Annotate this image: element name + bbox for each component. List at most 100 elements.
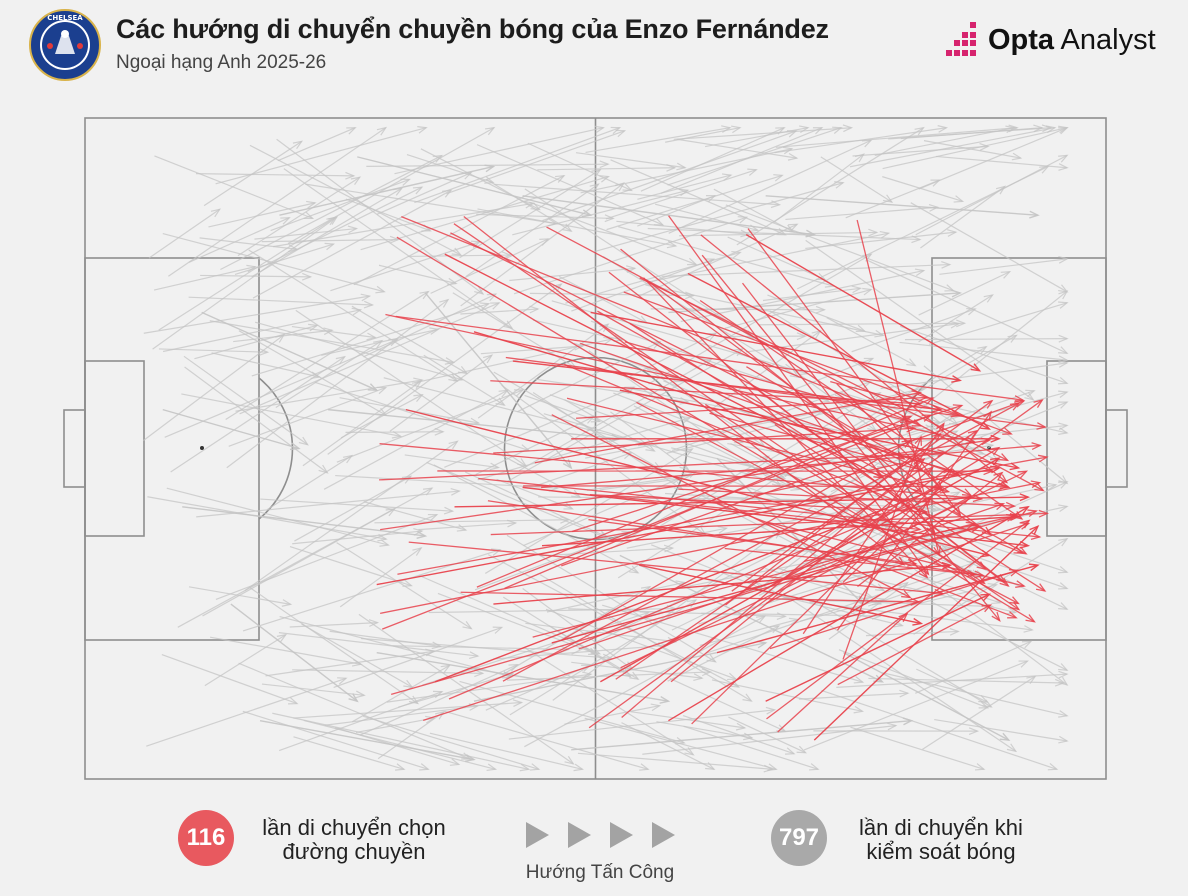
carry-path xyxy=(362,715,540,770)
carry-path-head xyxy=(413,377,424,386)
carry-path xyxy=(660,127,823,194)
carry-path-head xyxy=(388,338,399,347)
progressive-path-head xyxy=(997,474,1009,484)
carry-path-head xyxy=(419,290,430,300)
carry-path xyxy=(188,217,290,263)
carry-path-head xyxy=(360,293,372,302)
carry-path-head xyxy=(956,319,967,328)
carry-path xyxy=(602,256,799,378)
carry-path-head xyxy=(1018,660,1030,668)
progressive-path xyxy=(643,277,928,578)
carry-path xyxy=(477,416,691,481)
carry-path-head xyxy=(613,334,624,342)
carry-path xyxy=(673,127,852,140)
carry-path xyxy=(374,519,569,524)
carry-path xyxy=(181,393,401,437)
carry-path xyxy=(769,310,959,426)
progressive-path xyxy=(380,439,990,531)
carry-path-head xyxy=(301,272,313,281)
carry-path xyxy=(508,709,775,740)
carry-path xyxy=(699,618,799,647)
carry-path-head xyxy=(479,302,491,310)
progressive-path xyxy=(408,541,943,595)
carry-path-head xyxy=(663,544,675,553)
progressive-path-head xyxy=(952,404,964,412)
carry-path xyxy=(359,664,518,736)
carry-legend-label: lần di chuyển khi kiểm soát bóng xyxy=(836,816,1046,864)
carry-path xyxy=(215,127,427,185)
carry-path-head xyxy=(379,539,390,547)
carry-path-head xyxy=(1058,504,1069,512)
carry-path-head xyxy=(731,125,742,134)
carry-path xyxy=(501,384,707,536)
play-arrow-icon xyxy=(526,822,549,848)
progressive-path-head xyxy=(994,502,1006,511)
carry-path-head xyxy=(431,641,443,650)
carry-path-head xyxy=(469,651,480,659)
carry-path xyxy=(916,668,988,703)
carry-path xyxy=(329,630,441,648)
carry-path-head xyxy=(874,329,885,338)
progressive-path xyxy=(670,466,934,683)
carry-path-head xyxy=(1058,735,1069,744)
carry-path-head xyxy=(425,648,436,657)
carry-path xyxy=(335,474,558,489)
carry-path-head xyxy=(1023,625,1034,633)
carry-path xyxy=(767,294,865,332)
carry-path-head xyxy=(289,442,301,451)
carry-path xyxy=(586,474,691,491)
carry-path-head xyxy=(389,235,401,244)
carry-path xyxy=(254,321,463,381)
carry-path xyxy=(183,355,308,446)
carry-path xyxy=(459,680,685,744)
chelsea-crest-icon: CHELSEA xyxy=(29,9,101,81)
carry-path-head xyxy=(928,204,940,212)
carry-path-head xyxy=(573,763,585,772)
carry-path xyxy=(805,239,1034,401)
progressive-path-head xyxy=(1005,501,1017,510)
carry-paths xyxy=(143,124,1069,773)
progressive-path-head xyxy=(917,393,929,402)
carry-path xyxy=(260,498,453,512)
carry-path-head xyxy=(765,706,777,715)
carry-path-head xyxy=(413,527,424,536)
progressive-path-head xyxy=(920,565,930,576)
progressive-path xyxy=(620,470,1027,669)
carry-path-head xyxy=(373,339,384,349)
progressive-path-head xyxy=(990,446,1001,456)
carry-path-head xyxy=(914,268,926,277)
carry-path xyxy=(845,179,940,219)
carry-path xyxy=(254,227,357,240)
carry-path xyxy=(289,545,412,587)
progressive-path xyxy=(731,400,993,592)
progressive-path-head xyxy=(1015,580,1026,588)
carry-path-head xyxy=(408,695,420,705)
carry-path xyxy=(621,722,715,770)
carry-path xyxy=(208,202,316,228)
brand-wordmark: Opta Analyst xyxy=(988,24,1156,57)
carry-path xyxy=(283,168,513,329)
carry-path xyxy=(225,291,429,421)
carry-path xyxy=(805,231,956,250)
carry-path xyxy=(248,249,458,382)
progressive-path-head xyxy=(912,617,924,626)
carry-path xyxy=(925,424,1000,462)
carry-path-head xyxy=(355,690,366,699)
carry-path xyxy=(909,290,1068,418)
carry-path-head xyxy=(949,627,960,636)
carry-path-head xyxy=(853,605,864,613)
carry-path xyxy=(278,632,478,657)
carry-path xyxy=(918,294,993,343)
opta-dots-icon xyxy=(946,22,976,56)
carry-path-head xyxy=(1006,743,1018,753)
carry-path xyxy=(295,309,527,467)
carry-path-head xyxy=(974,763,986,771)
carry-path-head xyxy=(862,287,873,296)
carry-path xyxy=(170,356,345,473)
carry-path xyxy=(705,561,976,654)
carry-path-head xyxy=(524,200,536,209)
carry-path-head xyxy=(489,462,501,471)
carry-path-head xyxy=(706,654,717,663)
carry-path xyxy=(292,530,423,545)
carry-path xyxy=(728,716,806,754)
